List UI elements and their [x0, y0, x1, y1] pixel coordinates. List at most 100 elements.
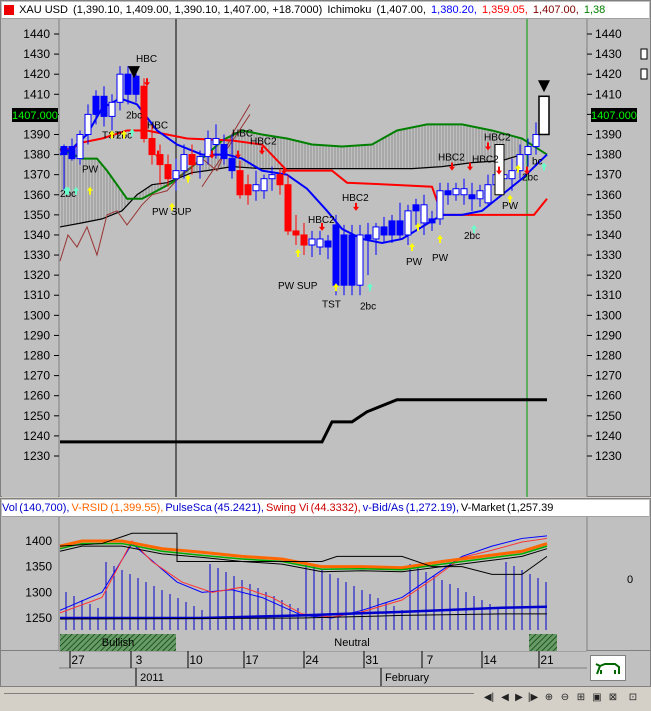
candle: [484, 184, 492, 204]
sell-arrow: [485, 142, 491, 151]
indicator-value: (1,399.55),: [110, 502, 164, 514]
buy-arrow: [367, 283, 373, 292]
bull-logo-icon: [590, 655, 626, 681]
candle: [436, 190, 444, 220]
indicator-panel[interactable]: Vol (140,700), V-RSID (1,399.55), PulseSca (4…: [0, 498, 651, 651]
date-tick: 31: [365, 653, 379, 667]
candle: [388, 220, 396, 236]
pw-label: PW: [502, 201, 519, 212]
candle: [164, 164, 172, 180]
price-tick-right: 1310: [595, 288, 622, 302]
candle: [524, 146, 532, 156]
sell-arrow: [319, 222, 325, 231]
indicator-value: (1,272.19),: [405, 502, 459, 514]
sell-arrow: [155, 150, 161, 159]
close-icon[interactable]: ⊡: [628, 692, 638, 703]
price-tick-left: 1430: [23, 47, 50, 61]
candle: [100, 95, 108, 117]
price-chart-header: XAU USD (1,390.10, 1,409.00, 1,390.10, 1…: [2, 2, 649, 19]
price-tick-left: 1440: [23, 27, 50, 41]
zoom-in-icon[interactable]: ⊕: [544, 692, 554, 703]
pw-sup-label: PW SUP: [278, 281, 318, 292]
price-tick-right: 1250: [595, 409, 622, 423]
price-tick-left: 1360: [23, 188, 50, 202]
last-price-left: 1407.000: [12, 110, 58, 122]
ichimoku-val-2: 1,380.20,: [431, 4, 477, 16]
price-tick-right: 1270: [595, 369, 622, 383]
candle: [428, 218, 436, 224]
indicator-tick: 1300: [25, 585, 52, 599]
hbc2-label: HBC2: [308, 215, 335, 226]
ichimoku-val-5: 1,38: [583, 4, 606, 16]
bullish-label: Bullish: [102, 637, 134, 649]
settings-icon[interactable]: ⊠: [608, 692, 618, 703]
buy-arrow: [515, 164, 521, 173]
sell-arrow: [449, 162, 455, 171]
candle: [172, 170, 180, 180]
zoom-out-icon[interactable]: ⊖: [560, 692, 570, 703]
candle: [244, 184, 252, 196]
reset-icon[interactable]: ▣: [592, 692, 602, 703]
support-line: [60, 398, 547, 444]
sell-arrow: [496, 166, 502, 175]
price-chart-canvas[interactable]: HBC2bcHBCTST2bcPW2bcPW SUPHBCHBC2HBC2HBC…: [2, 19, 651, 497]
scroll-left-icon[interactable]: ◀: [501, 692, 509, 703]
candle: [156, 154, 164, 166]
indicator-name: Vol: [2, 502, 18, 514]
candle: [364, 234, 372, 240]
buy-arrow: [295, 249, 301, 258]
indicator-axis: 1400 1350 1300 1250: [25, 534, 52, 625]
date-tick: 17: [245, 653, 259, 667]
price-tick-right: 1430: [595, 47, 622, 61]
candle: [508, 170, 516, 180]
price-axis-left: 1440143014201410140013901380137013601350…: [23, 27, 59, 463]
scroll-right-icon[interactable]: ▶: [515, 692, 523, 703]
buy-arrow: [471, 224, 477, 233]
date-tick: 21: [540, 653, 554, 667]
candle: [468, 194, 476, 200]
buy-arrow: [129, 128, 135, 137]
candle: [212, 137, 220, 146]
candle: [252, 184, 260, 192]
buy-arrow: [109, 130, 115, 139]
price-tick-right: 1370: [595, 168, 622, 182]
2bc-label: 2bc: [126, 110, 142, 121]
price-tick-right: 1330: [595, 248, 622, 262]
sell-arrow: [144, 78, 150, 87]
price-chart-panel[interactable]: XAU USD (1,390.10, 1,409.00, 1,390.10, 1…: [0, 0, 651, 497]
price-tick-right: 1420: [595, 67, 622, 81]
scroll-left-end-icon[interactable]: ◀|: [483, 692, 495, 703]
indicator-value: (140,700),: [19, 502, 70, 514]
peak-marker: [538, 80, 550, 93]
year-label: 2011: [140, 672, 164, 684]
peak-marker: [128, 66, 140, 79]
price-tick-left: 1370: [23, 168, 50, 182]
kijun-line: [59, 129, 548, 216]
pw-label: PW: [432, 253, 449, 264]
time-axis: 27 3 10 17 24 31 7 14 21 2011 February: [0, 651, 651, 686]
buy-arrow: [507, 194, 513, 203]
scroll-right-end-icon[interactable]: |▶: [527, 692, 539, 703]
candle: [284, 184, 292, 232]
ohlc-values: (1,390.10, 1,409.00, 1,390.10, 1,407.00,…: [73, 4, 323, 16]
indicator-canvas[interactable]: 1400 1350 1300 1250 0 Bullish Neutral: [2, 517, 651, 651]
candle: [308, 238, 316, 246]
candle: [260, 178, 268, 192]
2bc-label: 2bc: [522, 173, 538, 184]
candle: [108, 101, 116, 117]
buy-arrow: [409, 242, 415, 251]
indicator-value: (1,257.39: [506, 502, 554, 514]
hbc2-label: HBC2: [472, 155, 499, 166]
price-tick-right: 1300: [595, 308, 622, 322]
candle: [180, 154, 188, 172]
hbc2-label: HBC2: [342, 193, 369, 204]
panel-scroll-buttons[interactable]: [639, 39, 649, 99]
month-label: February: [385, 672, 430, 684]
scrollbar-track[interactable]: [4, 693, 474, 704]
candle: [84, 113, 92, 135]
scale-icon[interactable]: ⊞: [576, 692, 586, 703]
price-tick-left: 1310: [23, 288, 50, 302]
sell-arrow: [235, 150, 241, 159]
price-tick-right: 1360: [595, 188, 622, 202]
price-tick-left: 1270: [23, 369, 50, 383]
